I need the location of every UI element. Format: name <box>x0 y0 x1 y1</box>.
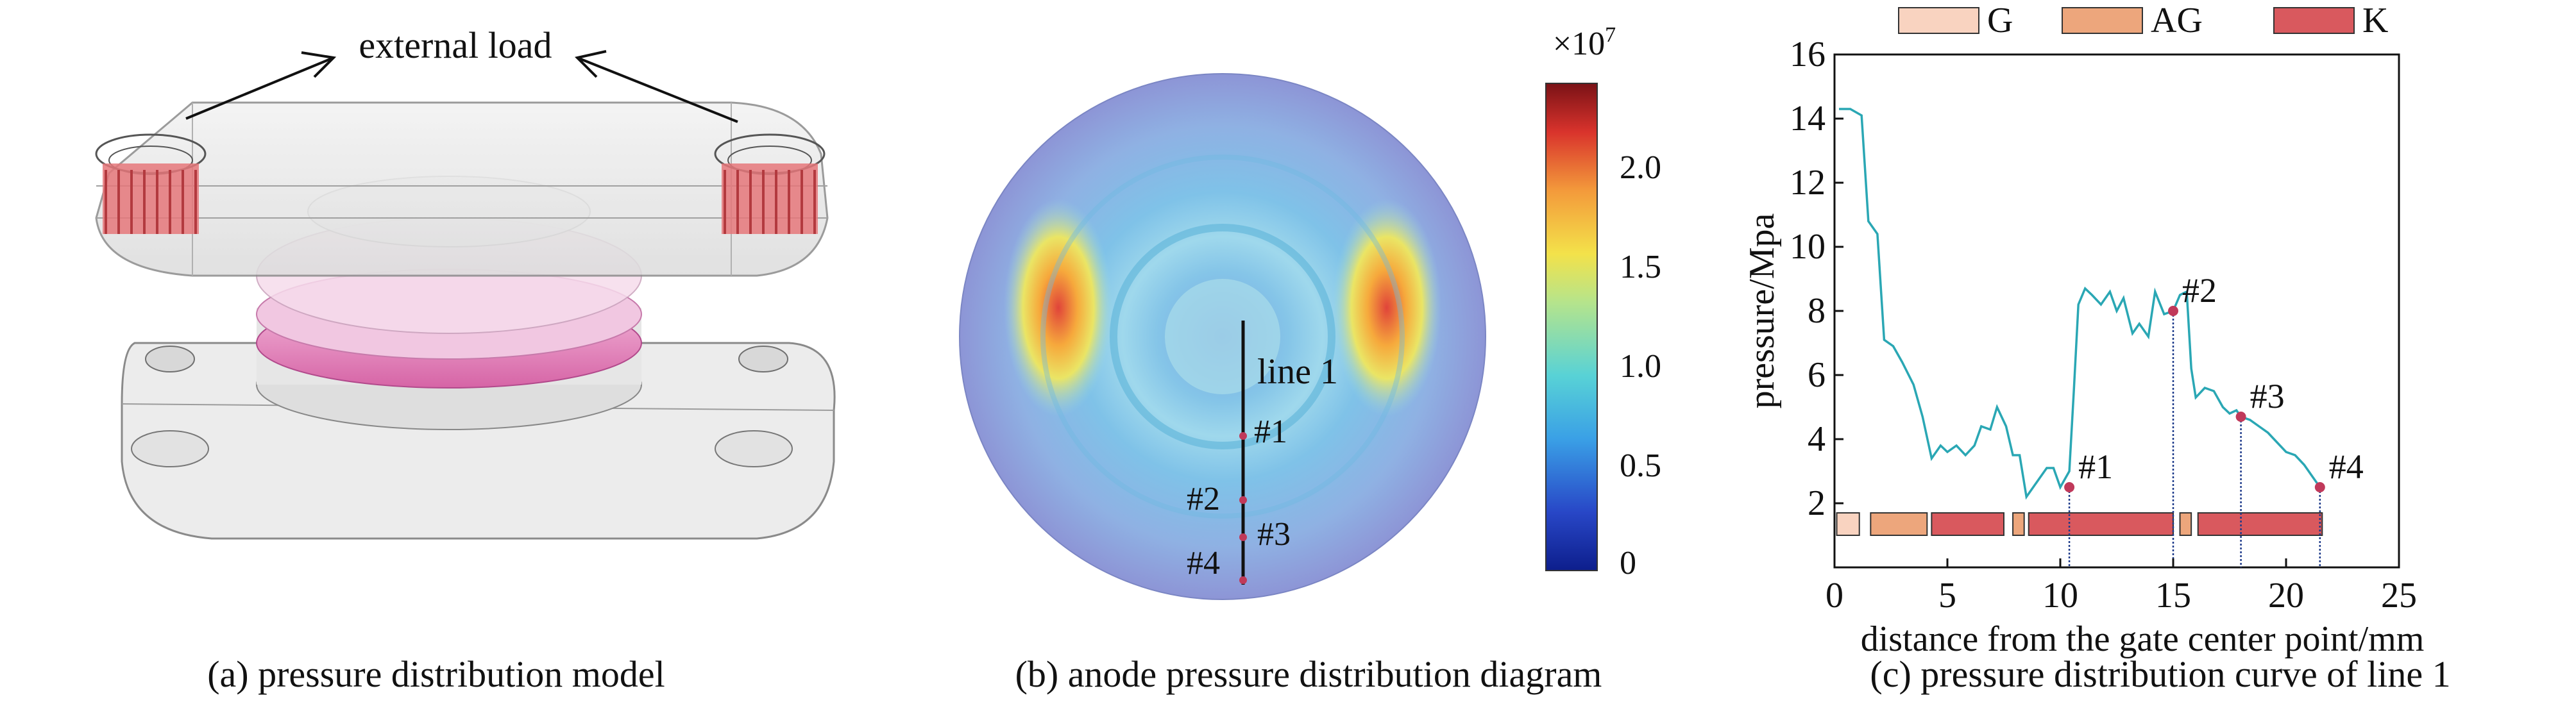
x-axis-ticks: 0 5 10 15 20 25 <box>1826 558 2417 615</box>
model-illustration: external load <box>95 24 836 540</box>
data-point-1 <box>2064 482 2075 492</box>
load-arrows <box>185 50 738 123</box>
legend-label-g: G <box>1987 1 2013 40</box>
anode-disk <box>959 73 1486 600</box>
data-point-label-2: #2 <box>2182 271 2217 310</box>
caption-a: (a) pressure distribution model <box>207 653 665 695</box>
x-tick-label-2: 10 <box>2042 576 2078 615</box>
x-tick-label-1: 5 <box>1938 576 1956 615</box>
top-plate <box>95 101 829 277</box>
data-point-2 <box>2168 306 2178 316</box>
caption-b: (b) anode pressure distribution diagram <box>1015 653 1602 695</box>
material-segments <box>1836 512 2323 536</box>
external-load-label: external load <box>359 24 552 66</box>
x-tick-label-5: 25 <box>2381 576 2417 615</box>
pressure-curve <box>1839 108 2321 500</box>
y-axis-ticks: 2 4 6 8 10 12 14 16 <box>1790 35 1843 523</box>
colorbar-tick-1: 1.5 <box>1620 249 1661 285</box>
x-tick-label-4: 20 <box>2268 576 2304 615</box>
probe-point-3 <box>1239 533 1247 541</box>
panel-line-chart: G AG K #1 #2 #3 #4 0 5 10 15 20 25 2 4 6 8 10 12 14 16 di… <box>1742 0 2576 702</box>
probe-points: #1 #2 #3 #4 <box>1187 414 1291 584</box>
y-tick-label-6: 14 <box>1790 99 1826 138</box>
colorbar-tick-4: 0 <box>1620 545 1636 581</box>
pressure-line-chart: G AG K #1 #2 #3 #4 0 5 10 15 20 25 2 4 6 8 10 12 14 16 di… <box>1742 1 2424 659</box>
segment-k-2 <box>1931 512 2004 536</box>
legend-swatch-g <box>1898 7 1979 34</box>
line-1-label: line 1 <box>1257 352 1338 392</box>
probe-label-3: #3 <box>1257 516 1291 553</box>
probe-label-2: #2 <box>1187 481 1220 517</box>
data-point-4 <box>2314 482 2325 492</box>
caption-c: (c) pressure distribution curve of line … <box>1870 653 2451 695</box>
y-tick-label-5: 12 <box>1790 163 1826 203</box>
chart-legend: G AG K <box>1898 1 2388 40</box>
y-tick-label-1: 4 <box>1808 419 1826 459</box>
probe-label-1: #1 <box>1254 414 1287 450</box>
y-tick-label-0: 2 <box>1808 483 1826 523</box>
colorbar-tick-0: 2.0 <box>1620 149 1661 186</box>
data-point-label-1: #1 <box>2078 447 2113 486</box>
data-point-label-3: #3 <box>2250 377 2285 415</box>
data-points: #1 #2 #3 #4 <box>2064 271 2364 492</box>
bolt-load-left <box>95 133 207 234</box>
segment-g-0 <box>1836 512 1860 536</box>
segment-ag-5 <box>2179 512 2192 536</box>
colorbar-exponent: ×107 <box>1553 23 1616 62</box>
panel-pressure-map: line 1 #1 #2 #3 #4 ×107 2.0 1.5 1.0 0.5 … <box>872 0 1745 702</box>
legend-swatch-ag <box>2062 7 2143 34</box>
probe-label-4: #4 <box>1187 545 1220 581</box>
colorbar: ×107 2.0 1.5 1.0 0.5 0 <box>1545 23 1661 581</box>
segment-k-4 <box>2028 512 2174 536</box>
data-point-label-4: #4 <box>2329 447 2364 486</box>
colorbar-tick-3: 0.5 <box>1620 447 1661 484</box>
y-tick-label-4: 10 <box>1790 227 1826 267</box>
probe-point-2 <box>1239 496 1247 504</box>
y-tick-label-7: 16 <box>1790 35 1826 74</box>
x-tick-label-0: 0 <box>1826 576 1843 615</box>
point-marker-lines <box>2068 311 2321 567</box>
segment-k-6 <box>2197 512 2323 536</box>
probe-point-4 <box>1239 576 1247 584</box>
bolt-load-right <box>714 133 826 234</box>
segment-ag-1 <box>1870 512 1928 536</box>
legend-label-ag: AG <box>2151 1 2203 40</box>
segment-ag-3 <box>2012 512 2025 536</box>
legend-swatch-k <box>2273 7 2355 34</box>
legend-label-k: K <box>2362 1 2388 40</box>
y-tick-label-3: 8 <box>1808 291 1826 331</box>
panel-model: external load (a) pressure distribution … <box>0 0 872 702</box>
colorbar-tick-2: 1.0 <box>1620 348 1661 385</box>
data-point-3 <box>2235 412 2246 422</box>
probe-point-1 <box>1239 432 1247 440</box>
y-axis-label: pressure/Mpa <box>1742 213 1782 408</box>
x-axis-label: distance from the gate center point/mm <box>1861 619 2425 659</box>
y-tick-label-2: 6 <box>1808 355 1826 395</box>
x-tick-label-3: 15 <box>2155 576 2191 615</box>
pressure-map: line 1 #1 #2 #3 #4 ×107 2.0 1.5 1.0 0.5 … <box>959 23 1661 600</box>
